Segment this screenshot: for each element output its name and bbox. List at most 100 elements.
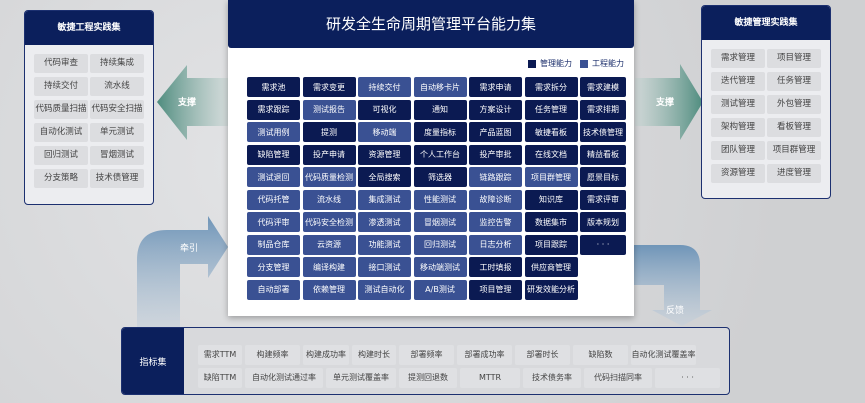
panel-title: 敏捷管理实践集: [702, 6, 830, 40]
capability-item: 缺陷管理: [247, 144, 300, 165]
metric-item: MTTR: [460, 368, 520, 388]
legend: 管理能力 工程能力: [528, 58, 624, 69]
capability-item: 需求池: [247, 77, 300, 97]
feedback-arrow: [634, 245, 712, 326]
support-arrow-right: [635, 64, 703, 140]
practice-item: 团队管理: [711, 141, 765, 160]
capability-item: 监控告警: [469, 212, 522, 232]
capability-item: 测试自动化: [358, 279, 411, 300]
metric-item: 提测回退数: [399, 368, 457, 388]
capability-item: 精益看板: [580, 144, 626, 165]
capability-item: 云资源: [302, 234, 356, 255]
metric-item: 需求TTM: [198, 345, 242, 365]
practice-item: 任务管理: [767, 72, 821, 91]
metric-item: 自动化测试覆盖率: [631, 345, 696, 365]
capability-item: 依赖管理: [302, 279, 356, 300]
metric-item: 缺陷数: [573, 345, 628, 365]
metrics-panel: 指标集 需求TTM 构建频率 构建成功率 构建时长 部署频率 部署成功率 部署时长 缺陷数 自动…: [121, 327, 730, 395]
capability-item: 链路跟踪: [469, 167, 522, 187]
practice-item: 测试管理: [711, 95, 765, 114]
metric-item: 代码扫描同率: [584, 368, 652, 388]
metric-item: 缺陷TTM: [198, 368, 242, 388]
capability-item: 项目群管理: [524, 167, 578, 187]
practice-item: 单元测试: [90, 123, 144, 142]
metric-item: 构建时长: [352, 345, 396, 365]
capability-item: 可视化: [358, 99, 411, 120]
capability-item: 度量指标: [413, 122, 467, 142]
capability-item: 自动移卡片: [413, 77, 467, 97]
capability-item: 需求变更: [302, 77, 356, 97]
capability-item: 移动端测试: [413, 257, 467, 277]
capability-item: 功能测试: [358, 234, 411, 255]
capability-item: 筛选器: [413, 167, 467, 187]
capability-item: 全局搜索: [358, 167, 411, 187]
capability-item: 流水线: [302, 189, 356, 210]
practice-item: 代码质量扫描: [34, 100, 88, 119]
capability-item: 制品仓库: [247, 234, 300, 255]
metric-item: 构建成功率: [303, 345, 349, 365]
legend-swatch-engineering: [580, 59, 588, 68]
capability-item: 代码评审: [247, 212, 300, 232]
capability-item: 性能测试: [413, 189, 467, 210]
capability-item: A/B测试: [413, 279, 467, 300]
practice-item: 资源管理: [711, 164, 765, 183]
practice-item: 需求管理: [711, 49, 765, 68]
capability-item: 供应商管理: [524, 257, 578, 277]
panel-title: 敏捷工程实践集: [25, 11, 153, 45]
practice-item: 看板管理: [767, 118, 821, 137]
practice-item: 项目群管理: [767, 141, 821, 160]
capability-item: 数据集市: [524, 212, 578, 232]
capability-item: 通知: [413, 99, 467, 120]
capability-item: 工时填报: [469, 257, 522, 277]
capability-item: 故障诊断: [469, 189, 522, 210]
pull-label: 牵引: [180, 244, 199, 254]
capability-item: 任务管理: [524, 99, 578, 120]
metric-item: 部署成功率: [457, 345, 512, 365]
practice-item: 分支策略: [34, 169, 88, 188]
capability-item: 需求申请: [469, 77, 522, 97]
metric-item: 自动化测试通过率: [245, 368, 323, 388]
capability-item: 投产申请: [302, 144, 356, 165]
capability-item: 技术债管理: [580, 122, 626, 142]
capability-item: 代码安全检测: [302, 212, 356, 232]
capability-item: 版本规划: [580, 212, 626, 232]
practice-item: 项目管理: [767, 49, 821, 68]
support-label-left: 支撑: [178, 98, 197, 108]
capability-item: 方案设计: [469, 99, 522, 120]
capability-item: 测试用例: [247, 122, 300, 142]
capability-item: 代码质量检测: [302, 167, 356, 187]
practice-item: 外包管理: [767, 95, 821, 114]
capability-item: 需求建模: [580, 77, 626, 97]
capability-item: 测试报告: [302, 99, 356, 120]
capability-item: 研发效能分析: [524, 279, 578, 300]
capability-item: 愿景目标: [580, 167, 626, 187]
capability-item: 在线文档: [524, 144, 578, 165]
capability-item: 编译构建: [302, 257, 356, 277]
metrics-title: 指标集: [122, 328, 184, 394]
pull-arrow: [137, 216, 228, 330]
capability-item: 需求跟踪: [247, 99, 300, 120]
metric-item: · · ·: [655, 368, 720, 388]
legend-label: 工程能力: [592, 59, 624, 68]
practice-item: 持续集成: [90, 54, 144, 73]
capability-item: 移动端: [358, 122, 411, 142]
practice-item: 持续交付: [34, 77, 88, 96]
capability-panel: 研发全生命周期管理平台能力集 管理能力 工程能力 需求池 需求变更 持续交付 自动移卡…: [228, 0, 634, 316]
practice-item: 架构管理: [711, 118, 765, 137]
capability-item: 接口测试: [358, 257, 411, 277]
metric-item: 部署时长: [515, 345, 570, 365]
practice-item: 进度管理: [767, 164, 821, 183]
capability-item: 需求评审: [580, 189, 626, 210]
capability-item: 需求排期: [580, 99, 626, 120]
page-title: 研发全生命周期管理平台能力集: [228, 0, 634, 48]
capability-item: 投产审批: [469, 144, 522, 165]
capability-item: 需求拆分: [524, 77, 578, 97]
capability-item: 代码托管: [247, 189, 300, 210]
practice-item: 技术债管理: [90, 169, 144, 188]
capability-item: 渗透测试: [358, 212, 411, 232]
capability-item: 项目跟踪: [524, 234, 578, 255]
metric-item: 单元测试覆盖率: [326, 368, 396, 388]
support-label-right: 支撑: [656, 98, 675, 108]
capability-item: 资源管理: [358, 144, 411, 165]
